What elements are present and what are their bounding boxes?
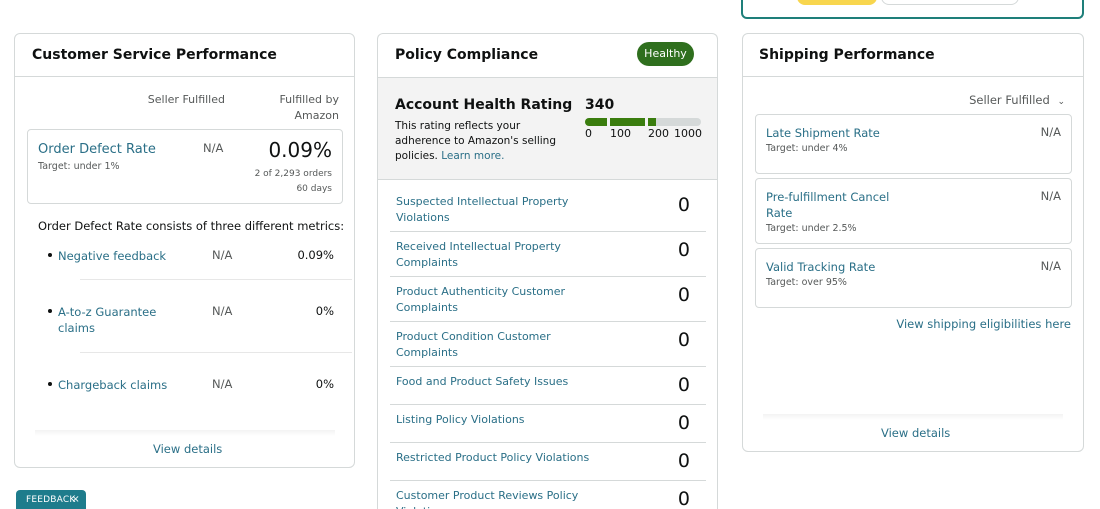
top-outline-button[interactable] <box>881 0 1019 5</box>
divider <box>390 442 706 443</box>
chevron-down-icon: ⌄ <box>1057 97 1065 107</box>
policy-name[interactable]: Received Intellectual Property Complaint… <box>396 240 561 269</box>
divider <box>390 276 706 277</box>
ahr-bar-segment <box>610 118 645 126</box>
ahr-bar-segment <box>648 118 656 126</box>
divider <box>378 77 717 78</box>
policy-name[interactable]: Listing Policy Violations <box>396 413 525 426</box>
card-title: Shipping Performance <box>759 47 935 63</box>
ahr-bar <box>585 118 701 126</box>
policy-value: 0 <box>677 284 690 306</box>
divider <box>15 76 354 77</box>
divider <box>390 231 706 232</box>
view-details-link[interactable]: View details <box>153 442 223 456</box>
metric-amazon: 0% <box>315 377 334 391</box>
divider <box>390 321 706 322</box>
metric-row: Chargeback claims N/A 0% <box>45 377 340 397</box>
view-details-link[interactable]: View details <box>881 426 951 440</box>
policy-value: 0 <box>677 194 690 216</box>
metric-name[interactable]: Chargeback claims <box>58 378 168 392</box>
metric-seller: N/A <box>212 304 233 318</box>
column-header-amazon: Fulfilled by Amazon <box>279 93 339 122</box>
top-widget <box>741 0 1084 19</box>
metric-name[interactable]: Negative feedback <box>58 249 167 263</box>
shipping-metric-target: Target: over 95% <box>766 277 847 288</box>
ahr-tick: 1000 <box>674 127 702 140</box>
metric-row: A-to-z Guarantee claims N/A 0% <box>45 304 340 338</box>
ahr-tick: 200 <box>648 127 669 140</box>
learn-more-link[interactable]: Learn more. <box>441 150 505 162</box>
divider <box>378 179 717 180</box>
metric-seller: N/A <box>212 377 233 391</box>
policy-value: 0 <box>677 374 690 396</box>
bullet-icon <box>48 253 52 257</box>
shipping-metric-target: Target: under 2.5% <box>766 223 857 234</box>
policy-value: 0 <box>677 488 690 509</box>
odr-orders: 2 of 2,293 orders 60 days <box>254 169 332 194</box>
top-yellow-button[interactable] <box>797 0 877 5</box>
ahr-title: Account Health Rating <box>395 97 573 113</box>
shipping-eligibilities-link[interactable]: View shipping eligibilities here <box>896 317 1071 331</box>
metric-amazon: 0% <box>315 304 334 318</box>
shipping-metric-name[interactable]: Late Shipment Rate <box>766 126 880 140</box>
divider <box>80 352 352 353</box>
divider <box>390 404 706 405</box>
footer-separator <box>763 414 1063 420</box>
metric-row: Negative feedback N/A 0.09% <box>45 248 340 268</box>
shipping-metric-value: N/A <box>1040 259 1061 273</box>
policy-name[interactable]: Customer Product Reviews Policy Violatio… <box>396 489 579 509</box>
customer-service-card: Customer Service Performance Seller Fulf… <box>14 33 355 468</box>
odr-target: Target: under 1% <box>38 161 120 172</box>
shipping-metric-box: Late Shipment Rate Target: under 4% N/A <box>755 114 1072 174</box>
fulfillment-select[interactable]: Seller Fulfilled ⌄ <box>969 93 1065 107</box>
footer-separator <box>35 430 335 436</box>
shipping-performance-card: Shipping Performance Seller Fulfilled ⌄ … <box>742 33 1084 452</box>
policy-value: 0 <box>677 450 690 472</box>
divider <box>80 279 352 280</box>
ahr-description: This rating reflects your adherence to A… <box>395 120 556 162</box>
shipping-metric-value: N/A <box>1040 125 1061 139</box>
shipping-metric-name[interactable]: Pre-fulfillment Cancel Rate <box>766 190 890 220</box>
close-icon[interactable]: × <box>71 494 80 505</box>
status-badge: Healthy <box>637 42 694 66</box>
odr-title[interactable]: Order Defect Rate <box>38 142 156 157</box>
policy-compliance-card: Policy Compliance Healthy Account Health… <box>377 33 718 509</box>
odr-box: Order Defect Rate Target: under 1% N/A 0… <box>27 129 343 204</box>
ahr-tick: 100 <box>610 127 631 140</box>
shipping-metric-target: Target: under 4% <box>766 143 848 154</box>
shipping-metric-name[interactable]: Valid Tracking Rate <box>766 260 876 274</box>
account-health-rating-box: Account Health Rating This rating reflec… <box>378 78 717 179</box>
divider <box>390 366 706 367</box>
card-title: Policy Compliance <box>395 47 539 63</box>
bullet-icon <box>48 382 52 386</box>
odr-amazon-value: 0.09% <box>268 138 332 162</box>
metric-amazon: 0.09% <box>297 248 334 262</box>
policy-name[interactable]: Restricted Product Policy Violations <box>396 451 590 464</box>
ahr-score: 340 <box>585 97 615 113</box>
policy-name[interactable]: Food and Product Safety Issues <box>396 375 569 388</box>
shipping-metric-box: Pre-fulfillment Cancel Rate Target: unde… <box>755 178 1072 244</box>
ahr-tick: 0 <box>585 127 592 140</box>
column-header-seller: Seller Fulfilled <box>147 93 225 106</box>
odr-consists-text: Order Defect Rate consists of three diff… <box>38 219 345 233</box>
divider <box>743 76 1083 77</box>
feedback-button[interactable]: FEEDBACK × <box>16 490 86 509</box>
ahr-bar-segment <box>656 118 701 126</box>
policy-name[interactable]: Product Condition Customer Complaints <box>396 330 551 359</box>
card-title: Customer Service Performance <box>32 47 277 63</box>
policy-value: 0 <box>677 329 690 351</box>
odr-seller-value: N/A <box>203 141 224 155</box>
policy-value: 0 <box>677 239 690 261</box>
policy-value: 0 <box>677 412 690 434</box>
bullet-icon <box>48 309 52 313</box>
shipping-metric-box: Valid Tracking Rate Target: over 95% N/A <box>755 248 1072 308</box>
policy-name[interactable]: Product Authenticity Customer Complaints <box>396 285 566 314</box>
policy-name[interactable]: Suspected Intellectual Property Violatio… <box>396 195 569 224</box>
ahr-bar-segment <box>585 118 607 126</box>
divider <box>390 480 706 481</box>
metric-name[interactable]: A-to-z Guarantee claims <box>58 305 157 335</box>
metric-seller: N/A <box>212 248 233 262</box>
shipping-metric-value: N/A <box>1040 189 1061 203</box>
